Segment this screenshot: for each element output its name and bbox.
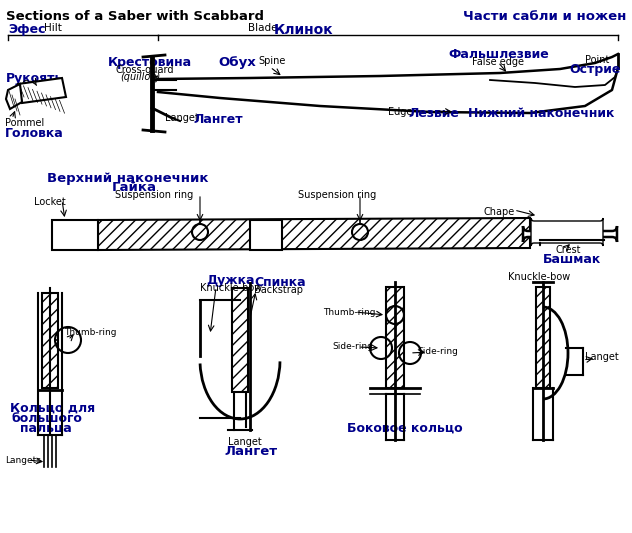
Text: False edge: False edge [472, 57, 524, 67]
Bar [250, 220, 282, 250]
Polygon shape [386, 287, 404, 388]
Text: Knuckle-bow: Knuckle-bow [508, 272, 570, 282]
Polygon shape [6, 84, 22, 109]
Text: Эфес: Эфес [8, 23, 46, 36]
Text: Langet: Langet [585, 352, 619, 362]
Text: Sections of a Saber with Scabbard: Sections of a Saber with Scabbard [6, 10, 264, 23]
Text: Верхний наконечник: Верхний наконечник [47, 172, 209, 185]
Polygon shape [18, 78, 66, 103]
Text: Крестовина: Крестовина [108, 56, 192, 69]
FancyBboxPatch shape [531, 218, 603, 246]
Text: Pommel: Pommel [5, 118, 44, 128]
Text: Гайка: Гайка [112, 181, 157, 194]
Text: Locket: Locket [34, 197, 66, 207]
Text: Лангет: Лангет [224, 445, 277, 458]
Text: Боковое кольцо: Боковое кольцо [347, 422, 463, 435]
Text: Knuckle-bow: Knuckle-bow [200, 283, 262, 293]
Text: пальца: пальца [20, 422, 72, 435]
Text: Backstrap: Backstrap [254, 285, 303, 295]
Text: Langet: Langet [228, 437, 262, 447]
Text: Blade: Blade [248, 23, 277, 33]
Text: Thumb-ring: Thumb-ring [323, 308, 375, 317]
FancyBboxPatch shape [523, 226, 617, 242]
Text: большого: большого [12, 412, 83, 425]
Text: Головка: Головка [5, 127, 64, 140]
Text: Thumb-ring: Thumb-ring [64, 328, 116, 337]
Text: Edge: Edge [388, 107, 412, 117]
Text: Suspension ring: Suspension ring [115, 190, 193, 200]
Text: Острие: Острие [569, 63, 621, 76]
Text: Suspension ring: Suspension ring [298, 190, 376, 200]
Text: Нижний наконечник: Нижний наконечник [468, 107, 614, 120]
Polygon shape [42, 293, 58, 388]
Text: Башмак: Башмак [543, 253, 601, 266]
Text: Langet: Langet [165, 113, 198, 123]
Text: Point: Point [585, 55, 609, 65]
Text: Спинка: Спинка [254, 276, 306, 289]
Text: Лезвие: Лезвие [408, 107, 459, 120]
Text: Side-ring: Side-ring [332, 342, 373, 351]
Polygon shape [536, 287, 550, 388]
Text: Cross-guard: Cross-guard [115, 65, 174, 75]
Text: Клинок: Клинок [274, 23, 334, 37]
Text: Рукоять: Рукоять [6, 72, 63, 85]
Text: Дужка: Дужка [206, 274, 255, 287]
Text: Spine: Spine [258, 56, 286, 66]
Polygon shape [98, 218, 530, 250]
Text: Chape: Chape [484, 207, 515, 217]
Bar [52, 220, 98, 250]
Text: Hilt: Hilt [44, 23, 62, 33]
Text: Crest: Crest [555, 245, 581, 255]
Text: Части сабли и ножен: Части сабли и ножен [463, 10, 626, 23]
Text: Langets: Langets [5, 456, 41, 465]
Polygon shape [232, 288, 248, 392]
Text: Side-ring: Side-ring [417, 347, 458, 356]
Text: Grip: Grip [22, 80, 42, 90]
Text: Обух: Обух [218, 56, 256, 69]
Text: Кольцо для: Кольцо для [10, 402, 95, 415]
Text: Лангет: Лангет [193, 113, 243, 126]
Text: (quillon): (quillon) [120, 72, 161, 82]
Text: Фальшлезвие: Фальшлезвие [448, 48, 549, 61]
